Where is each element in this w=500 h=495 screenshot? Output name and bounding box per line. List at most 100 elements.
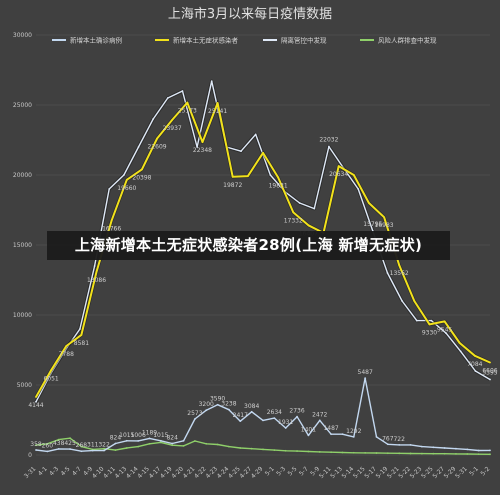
data-point: [205, 409, 208, 412]
data-label: 25173: [178, 108, 197, 115]
data-label: 8581: [74, 340, 89, 347]
data-point: [432, 452, 435, 455]
data-label: 3238: [221, 401, 236, 408]
data-point: [46, 442, 49, 445]
data-point: [57, 447, 60, 450]
data-label: 767: [382, 435, 394, 442]
data-point: [273, 417, 276, 420]
data-label: 22032: [319, 137, 338, 144]
y-tick-label: 5000: [17, 382, 32, 389]
data-point: [57, 438, 60, 441]
data-point: [307, 434, 310, 437]
data-point: [69, 437, 71, 440]
data-label: 19872: [223, 182, 242, 189]
data-point: [262, 151, 264, 154]
data-point: [386, 452, 389, 455]
data-point: [341, 433, 344, 436]
data-label: 1189: [142, 429, 157, 436]
data-label: 322: [98, 441, 110, 448]
data-point: [246, 175, 249, 177]
data-label: 260: [42, 442, 54, 449]
data-label: 20398: [132, 174, 151, 181]
data-point: [352, 451, 355, 454]
data-label: 15795: [363, 221, 382, 228]
data-point: [421, 452, 423, 455]
data-point: [194, 440, 196, 442]
data-point: [254, 133, 257, 136]
data-point: [35, 400, 37, 403]
data-label: 7084: [467, 361, 482, 368]
legend-label-1: 新增本土无症状感染者: [173, 36, 239, 45]
data-point: [489, 453, 491, 456]
data-point: [357, 188, 360, 190]
data-point: [156, 137, 158, 140]
data-point: [95, 270, 98, 273]
data-point: [415, 319, 418, 322]
data-label: 2573: [187, 410, 202, 417]
data-point: [430, 319, 433, 322]
data-point: [352, 436, 355, 438]
data-point: [269, 174, 272, 176]
data-point: [250, 447, 253, 450]
data-label: 425: [64, 440, 76, 447]
data-point: [413, 300, 416, 302]
data-point: [489, 449, 491, 452]
data-label: 22609: [148, 143, 167, 150]
data-label: 5395: [482, 369, 497, 376]
data-point: [364, 452, 367, 454]
data-label: 16766: [102, 225, 121, 232]
data-point: [298, 202, 301, 204]
data-point: [80, 333, 83, 336]
data-point: [35, 444, 37, 447]
data-label: 3200: [199, 401, 214, 408]
data-point: [313, 207, 316, 210]
data-label: 824: [110, 434, 122, 441]
data-point: [171, 118, 174, 121]
legend-label-0: 新增本土确诊病例: [70, 36, 122, 45]
data-point: [421, 445, 423, 448]
data-label: 3590: [210, 396, 225, 403]
caption-text: 上海新增本土无症状感染者28例(上海 新增无症状): [74, 236, 423, 254]
data-label: 2472: [312, 411, 327, 418]
data-point: [231, 175, 234, 178]
data-point: [122, 174, 125, 176]
data-point: [489, 361, 491, 364]
data-point: [239, 447, 242, 449]
data-point: [458, 342, 461, 344]
data-point: [194, 418, 196, 420]
data-point: [401, 300, 404, 302]
data-point: [443, 447, 446, 449]
data-point: [228, 408, 230, 411]
data-label: 9330: [422, 329, 437, 336]
data-point: [330, 433, 332, 436]
data-point: [201, 141, 204, 144]
data-point: [108, 188, 111, 190]
data-point: [50, 369, 53, 372]
data-point: [273, 449, 276, 451]
data-point: [159, 441, 162, 444]
data-point: [35, 396, 37, 398]
y-axis: 0 5000 10000 15000 20000 25000 30000: [13, 32, 32, 459]
data-point: [337, 165, 340, 168]
data-label: 1931: [278, 419, 293, 426]
data-point: [328, 145, 330, 148]
data-point: [473, 354, 476, 357]
data-point: [443, 320, 446, 323]
data-point: [455, 447, 457, 450]
y-tick-label: 0: [28, 452, 32, 459]
data-label: 2417: [233, 412, 248, 419]
data-label: 13562: [390, 270, 409, 277]
data-point: [103, 447, 105, 450]
data-point: [114, 449, 117, 451]
data-point: [159, 439, 162, 442]
data-point: [296, 450, 298, 452]
data-point: [216, 443, 219, 446]
data-point: [216, 403, 219, 406]
data-point: [250, 410, 253, 413]
series-group: [34, 79, 491, 456]
data-point: [114, 442, 117, 445]
data-point: [137, 445, 140, 448]
data-point: [80, 445, 83, 448]
data-point: [386, 443, 389, 446]
